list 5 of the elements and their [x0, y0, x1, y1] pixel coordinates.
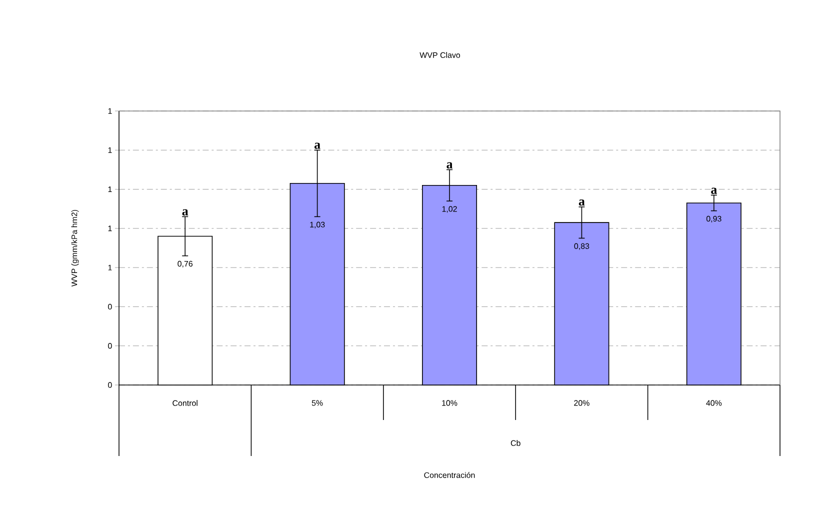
annotation: a [182, 209, 188, 216]
annotation: a [446, 162, 453, 168]
annotation: a [711, 188, 717, 194]
annotation: a [578, 199, 585, 206]
annotation: a [314, 142, 320, 149]
